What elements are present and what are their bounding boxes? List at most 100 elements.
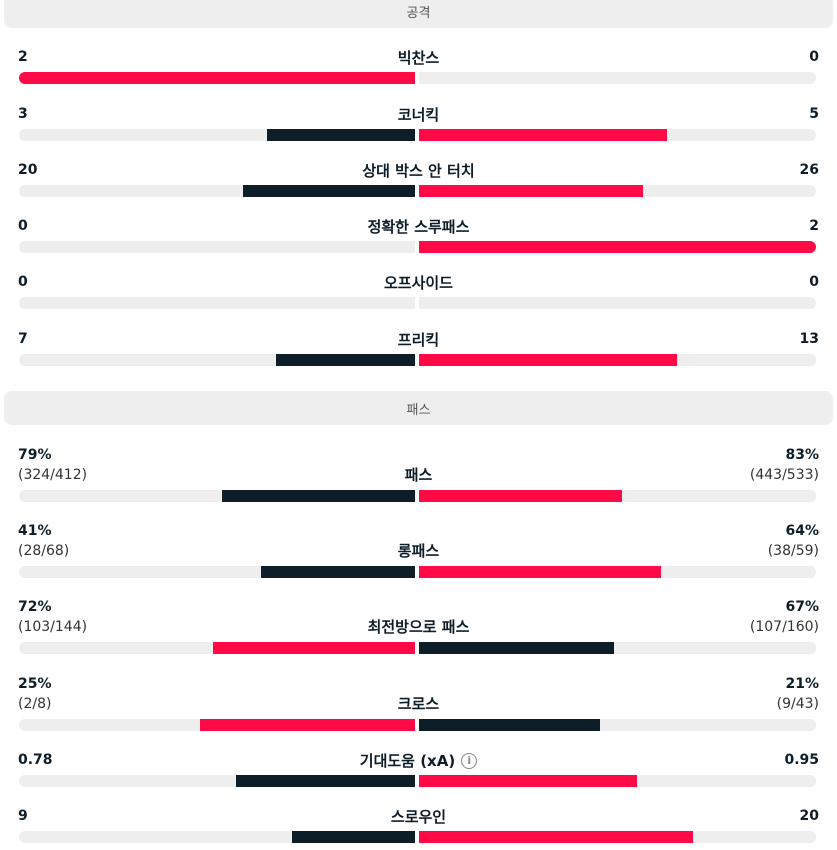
away-value: 21% [785,676,819,692]
home-value: 3 [18,106,28,122]
away-bar-track [419,354,816,366]
home-bar-fill [292,831,415,843]
away-bar-fill [419,241,816,253]
stat-label: 크로스 [0,693,837,714]
home-bar-fill [199,719,415,731]
section-header-passes: 패스 [4,391,833,425]
section-title: 공격 [406,5,431,21]
stat-label: 빅찬스 [0,47,837,68]
away-bar-track [419,129,816,141]
stat-label-text: 오프사이드 [383,274,453,292]
away-ratio: (9/43) [776,696,819,712]
section-header-attack: 공격 [4,0,833,28]
home-bar-track [19,642,415,654]
home-bar-track [19,72,415,84]
away-ratio: (38/59) [767,543,819,559]
away-bar-track [419,72,816,84]
away-bar-track [419,566,816,578]
home-value: 7 [18,331,28,347]
stat-label: 롱패스 [0,540,837,561]
home-bar-track [19,566,415,578]
stat-label-text: 정확한 스루패스 [367,218,470,236]
away-bar-fill [419,354,678,366]
stat-label-text: 코너킥 [397,106,440,124]
stat-label: 오프사이드 [0,272,837,293]
away-bar-track [419,241,816,253]
home-ratio: (2/8) [18,696,52,712]
home-value: 41% [18,523,52,539]
away-bar-track [419,775,816,787]
home-bar-track [19,297,415,309]
away-value: 20 [799,808,819,824]
stat-label: 코너킥 [0,104,837,125]
stat-label-text: 스로우인 [390,808,447,826]
stat-label: 상대 박스 안 터치 [0,160,837,181]
away-bar-track [419,185,816,197]
home-ratio: (28/68) [18,543,70,559]
away-value: 26 [799,162,819,178]
home-bar-track [19,775,415,787]
away-bar-track [419,297,816,309]
away-value: 83% [785,447,819,463]
home-bar-fill [19,72,415,84]
away-ratio: (107/160) [749,619,819,635]
stat-label: 최전방으로 패스 [0,616,837,637]
stat-label: 패스 [0,464,837,485]
away-bar-fill [419,775,637,787]
away-value: 0 [809,49,819,65]
away-bar-track [419,490,816,502]
home-bar-track [19,241,415,253]
home-bar-fill [260,566,415,578]
away-value: 67% [785,599,819,615]
stat-label: 프리킥 [0,329,837,350]
stat-label: 스로우인 [0,806,837,827]
home-value: 72% [18,599,52,615]
home-bar-fill [276,354,415,366]
stat-label-text: 패스 [404,466,433,484]
home-bar-fill [266,129,415,141]
stat-label: 기대도움 (xA) i [0,750,837,771]
home-value: 20 [18,162,38,178]
away-value: 0 [809,274,819,290]
stat-label-text: 상대 박스 안 터치 [362,162,475,180]
home-value: 0.78 [18,752,53,768]
away-bar-track [419,642,816,654]
away-bar-fill [419,642,614,654]
home-value: 9 [18,808,28,824]
stat-label-text: 프리킥 [397,331,440,349]
stat-label-text: 기대도움 (xA) [359,752,456,770]
stat-label-text: 롱패스 [397,542,440,560]
away-bar-track [419,831,816,843]
home-value: 25% [18,676,52,692]
home-bar-fill [213,642,415,654]
info-icon[interactable]: i [461,752,478,769]
away-bar-fill [419,831,693,843]
home-bar-track [19,185,415,197]
away-bar-fill [419,185,644,197]
away-value: 64% [785,523,819,539]
home-bar-track [19,490,415,502]
away-bar-fill [419,566,662,578]
away-ratio: (443/533) [749,467,819,483]
home-value: 79% [18,447,52,463]
home-bar-track [19,831,415,843]
home-bar-fill [242,185,415,197]
home-ratio: (103/144) [18,619,88,635]
home-value: 0 [18,274,28,290]
home-bar-fill [221,490,415,502]
away-value: 5 [809,106,819,122]
home-bar-fill [236,775,415,787]
away-value: 13 [799,331,819,347]
home-ratio: (324/412) [18,467,88,483]
away-value: 0.95 [784,752,819,768]
away-bar-fill [419,719,601,731]
home-value: 0 [18,218,28,234]
stat-label-text: 최전방으로 패스 [367,618,470,636]
stat-label: 정확한 스루패스 [0,216,837,237]
home-bar-track [19,354,415,366]
away-bar-fill [419,490,623,502]
away-bar-fill [419,129,668,141]
away-value: 2 [809,218,819,234]
away-bar-track [419,719,816,731]
stat-label-text: 크로스 [397,695,440,713]
